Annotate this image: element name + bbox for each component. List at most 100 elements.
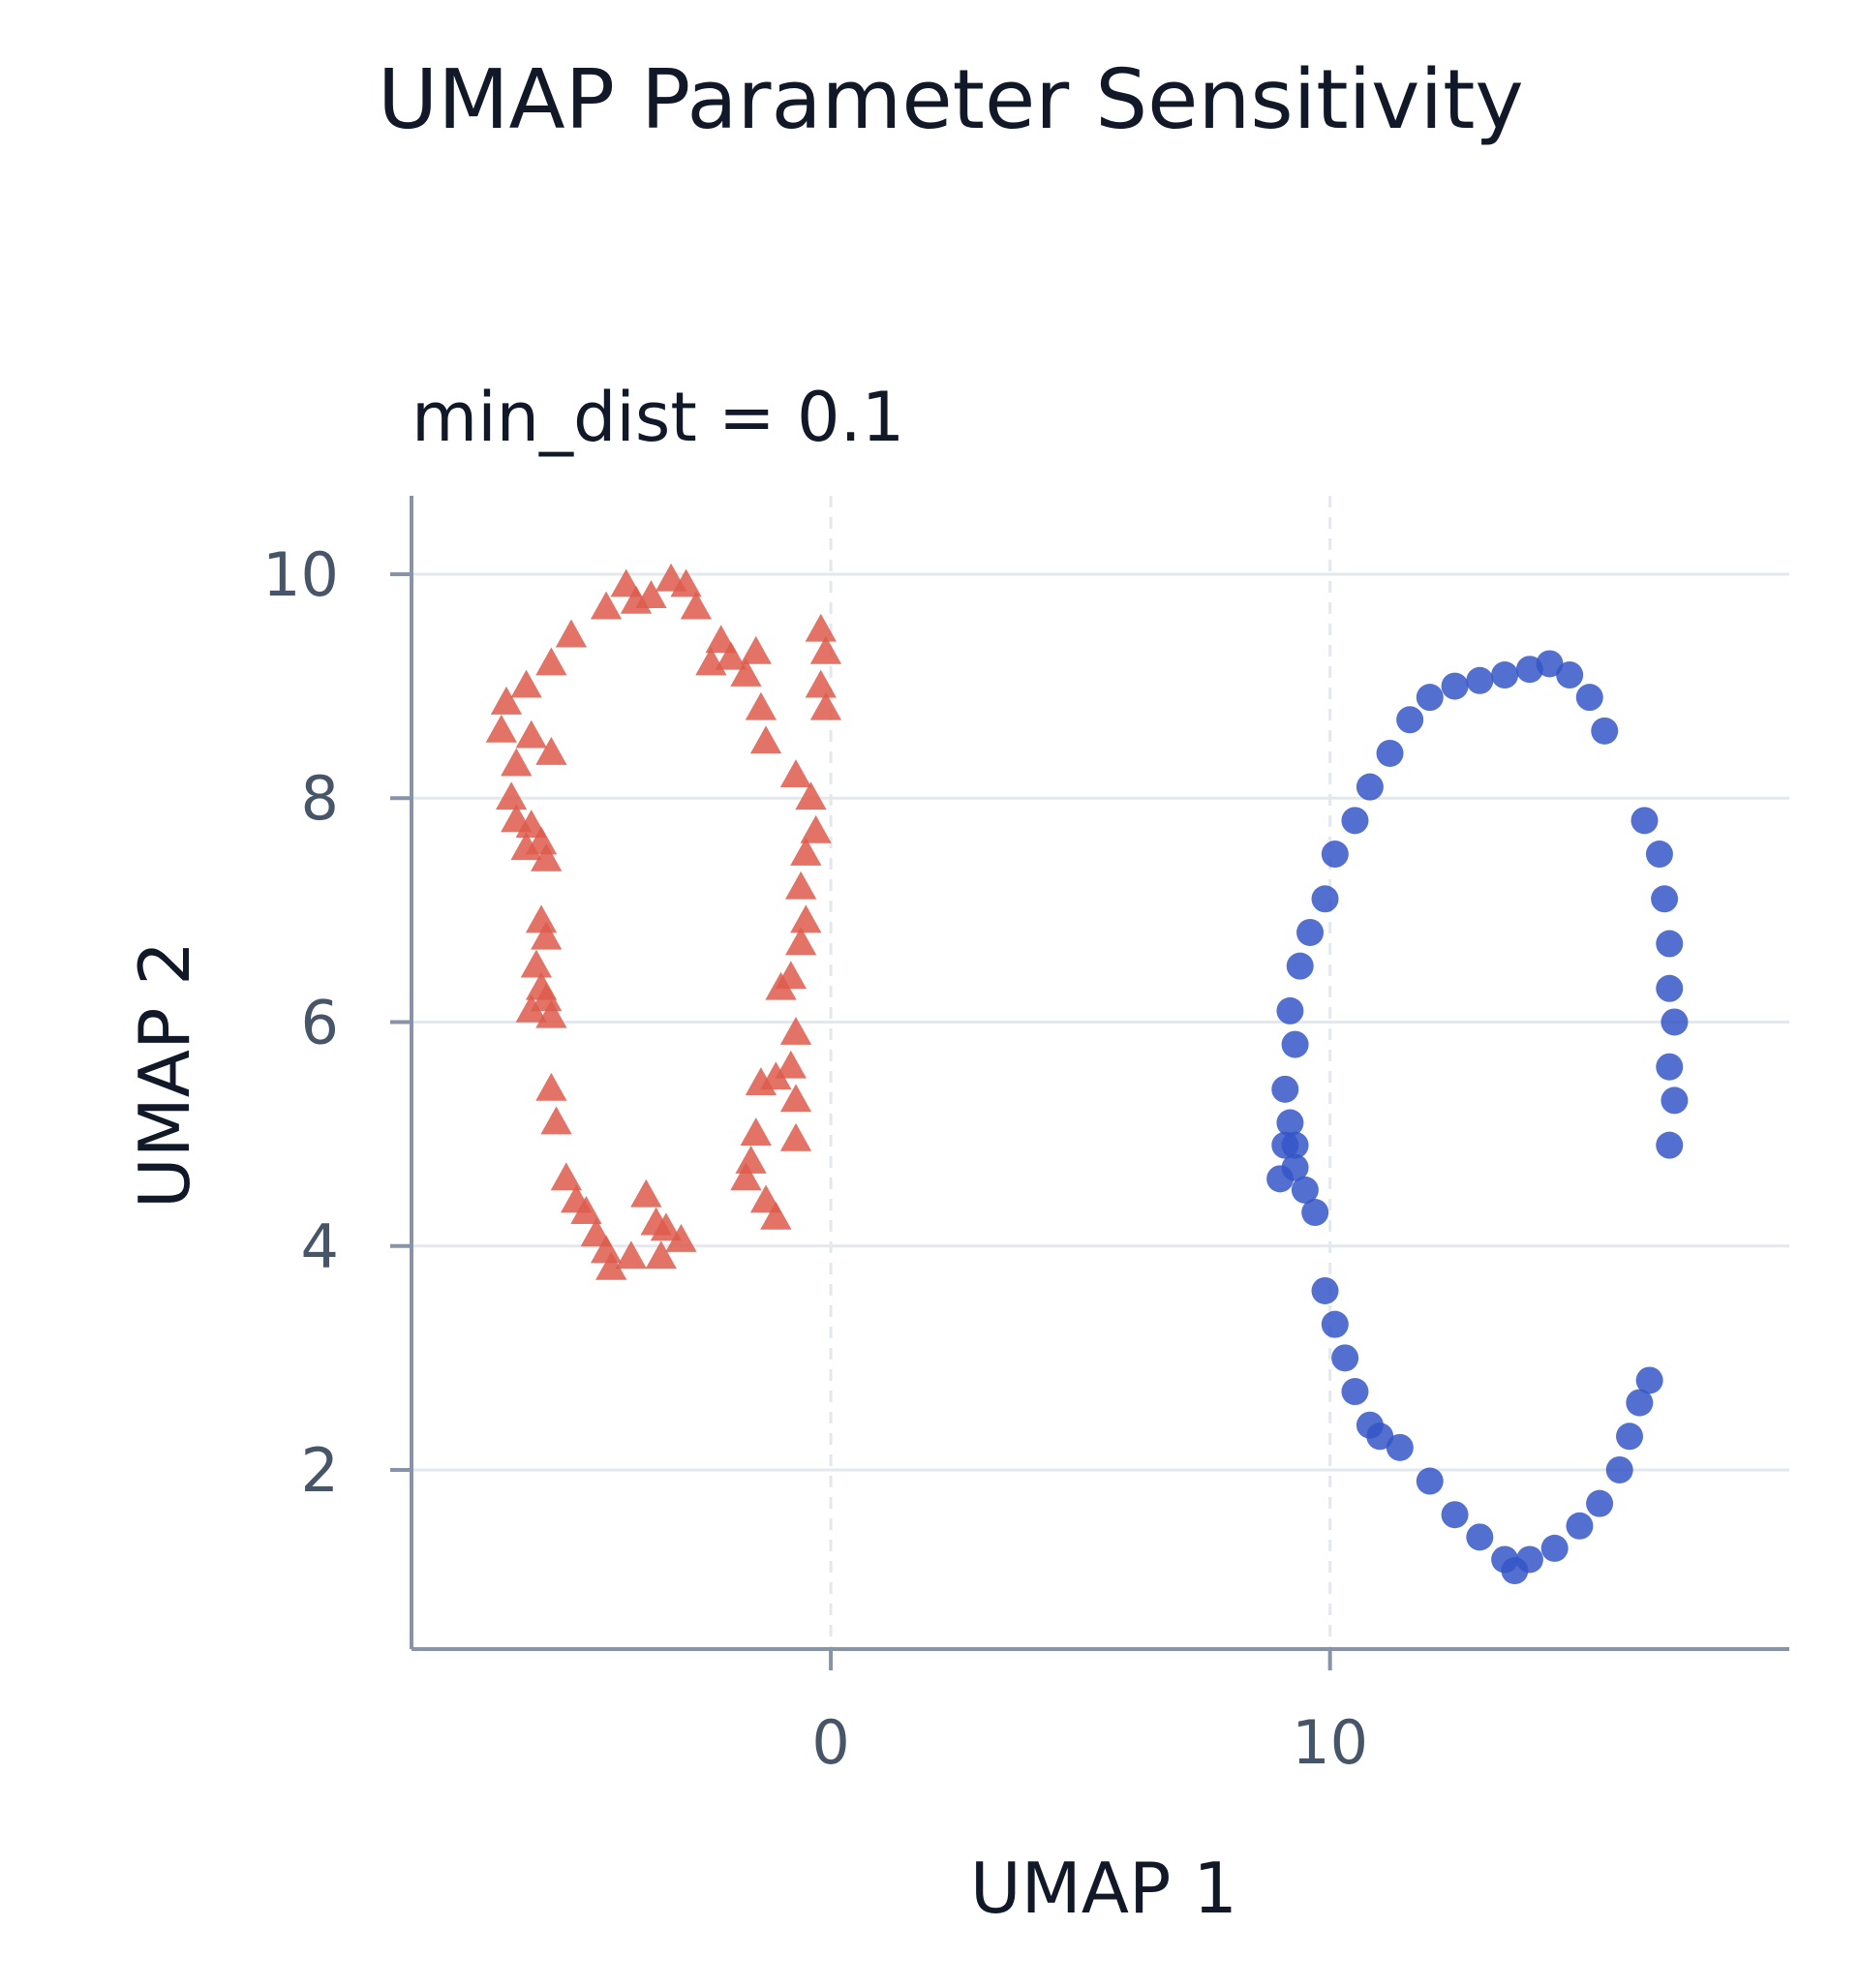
triangle-point bbox=[665, 1223, 697, 1252]
x-tick-label: 0 bbox=[811, 1707, 849, 1778]
circle-point bbox=[1540, 1534, 1569, 1562]
chart-title: UMAP Parameter Sensitivity bbox=[378, 52, 1524, 148]
circle-point bbox=[1616, 1422, 1644, 1451]
triangle-point bbox=[595, 1251, 627, 1280]
circle-point bbox=[1656, 1053, 1684, 1081]
circle-point bbox=[1586, 1489, 1614, 1517]
circle-point bbox=[1416, 684, 1444, 712]
circle-point bbox=[1376, 739, 1404, 767]
triangle-point bbox=[795, 781, 827, 810]
triangle-point bbox=[650, 1212, 683, 1241]
circle-point bbox=[1656, 930, 1684, 958]
y-tick-label: 10 bbox=[262, 539, 339, 610]
circle-point bbox=[1276, 1109, 1304, 1137]
triangle-point bbox=[730, 658, 762, 687]
triangle-point bbox=[630, 1178, 662, 1208]
circle-point bbox=[1301, 1199, 1329, 1227]
circle-point bbox=[1281, 1030, 1309, 1058]
triangle-point bbox=[520, 949, 553, 978]
triangle-point bbox=[790, 838, 822, 866]
circle-point bbox=[1341, 807, 1369, 835]
circle-point bbox=[1286, 952, 1314, 980]
circle-point bbox=[1605, 1455, 1633, 1483]
circle-point bbox=[1296, 918, 1325, 946]
triangle-point bbox=[779, 759, 812, 787]
triangle-point bbox=[620, 585, 653, 614]
triangle-point bbox=[515, 719, 547, 749]
triangle-point bbox=[535, 647, 567, 676]
circle-point bbox=[1491, 661, 1519, 689]
y-axis-label: UMAP 2 bbox=[124, 941, 205, 1208]
triangle-point bbox=[535, 1072, 567, 1101]
triangle-point bbox=[785, 927, 817, 956]
circle-point bbox=[1321, 841, 1349, 869]
circle-point bbox=[1341, 1378, 1369, 1406]
triangle-point bbox=[535, 999, 567, 1028]
circle-point bbox=[1271, 1075, 1299, 1103]
triangle-point bbox=[615, 1240, 648, 1269]
triangle-point bbox=[775, 1050, 807, 1079]
circle-point bbox=[1466, 666, 1494, 694]
triangle-point bbox=[495, 781, 528, 810]
circle-point bbox=[1566, 1512, 1594, 1540]
triangle-point bbox=[531, 983, 563, 1012]
y-tick-label: 4 bbox=[301, 1211, 339, 1282]
triangle-point bbox=[531, 921, 563, 950]
circle-point bbox=[1281, 1131, 1309, 1159]
circle-point bbox=[1536, 650, 1564, 678]
circle-point bbox=[1635, 1366, 1663, 1394]
triangle-point bbox=[745, 691, 777, 720]
y-tick-label: 2 bbox=[301, 1435, 339, 1506]
scatter-points bbox=[485, 563, 1689, 1585]
x-axis-label: UMAP 1 bbox=[970, 1848, 1237, 1929]
triangle-point bbox=[779, 1084, 812, 1113]
triangle-point bbox=[805, 669, 837, 698]
triangle-point bbox=[779, 1017, 812, 1045]
circle-point bbox=[1321, 1310, 1349, 1338]
triangle-point bbox=[550, 1162, 582, 1191]
circle-point bbox=[1441, 672, 1469, 700]
x-tick-label: 10 bbox=[1292, 1707, 1368, 1778]
circle-point bbox=[1630, 807, 1659, 835]
triangle-point bbox=[749, 725, 782, 754]
triangle-point bbox=[730, 1162, 762, 1191]
triangle-point bbox=[800, 814, 832, 843]
triangle-point bbox=[540, 1106, 572, 1135]
triangle-point bbox=[735, 1146, 767, 1174]
triangle-point bbox=[740, 1117, 772, 1146]
triangle-point bbox=[785, 871, 817, 900]
axes bbox=[390, 496, 1789, 1670]
triangle-point bbox=[590, 1235, 623, 1264]
triangle-point bbox=[809, 635, 842, 664]
triangle-point bbox=[645, 1240, 677, 1269]
triangle-point bbox=[760, 1201, 792, 1230]
circle-point bbox=[1651, 885, 1679, 913]
circle-point bbox=[1311, 1276, 1339, 1304]
triangle-point bbox=[490, 686, 523, 715]
circle-point bbox=[1626, 1389, 1654, 1417]
triangle-point bbox=[590, 591, 623, 620]
triangle-point bbox=[535, 736, 567, 765]
circle-point bbox=[1556, 661, 1584, 689]
triangle-point bbox=[765, 971, 797, 1000]
circle-point bbox=[1591, 717, 1619, 745]
triangle-point bbox=[501, 748, 533, 777]
triangle-point bbox=[525, 904, 558, 933]
circle-point bbox=[1441, 1501, 1469, 1529]
circle-point bbox=[1291, 1176, 1319, 1204]
triangle-point bbox=[745, 1067, 777, 1095]
triangle-point bbox=[485, 714, 517, 743]
triangle-point bbox=[790, 904, 822, 933]
triangle-point bbox=[570, 1196, 602, 1224]
triangle-point bbox=[510, 669, 542, 698]
triangle-point bbox=[670, 568, 702, 597]
circle-point bbox=[1331, 1344, 1359, 1372]
chart-subtitle: min_dist = 0.1 bbox=[411, 378, 904, 457]
circle-point bbox=[1575, 684, 1603, 712]
circle-point bbox=[1466, 1523, 1494, 1551]
triangle-point bbox=[555, 619, 588, 648]
triangle-point bbox=[715, 641, 747, 670]
triangle-point bbox=[680, 591, 713, 620]
circle-point bbox=[1661, 1086, 1689, 1115]
